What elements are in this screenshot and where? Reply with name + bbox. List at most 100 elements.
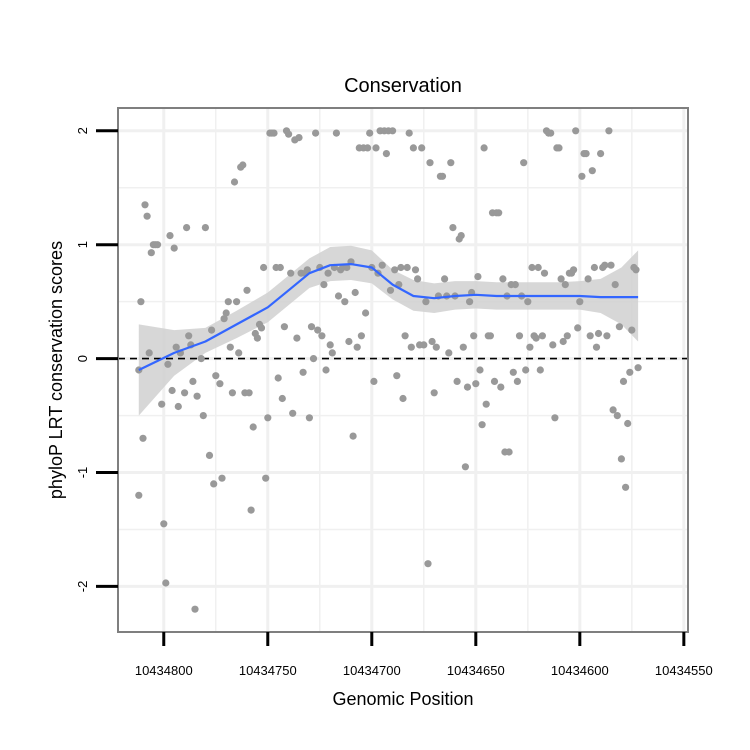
data-point [137,298,145,306]
data-point [191,605,199,613]
data-point [170,244,178,252]
data-point [634,364,642,372]
data-point [466,298,474,306]
data-point [399,394,407,403]
data-point [228,389,236,397]
data-point [572,127,580,135]
data-point [509,368,517,376]
data-point [318,332,326,340]
data-point [295,134,303,142]
y-tick-label: 1 [75,241,90,248]
data-point [540,269,549,277]
data-point [135,491,143,499]
smooth-line-group [138,263,639,371]
data-point [605,127,613,135]
data-point [357,332,365,340]
data-point [597,150,605,158]
data-point [278,394,286,403]
data-point [626,368,634,376]
data-point [274,374,282,382]
data-point [524,298,532,306]
data-point [293,334,301,342]
data-point [158,400,166,408]
data-point [407,343,415,351]
chart-title: Conservation [344,75,462,97]
data-point [299,368,307,376]
x-tick-label: 10434550 [655,663,713,678]
data-point [586,332,594,340]
data-point [193,392,201,400]
data-point [472,380,480,388]
data-points [135,127,642,613]
data-point [303,266,311,274]
data-point [247,506,255,514]
data-point [490,377,499,385]
data-point [611,281,619,289]
data-point [547,129,555,137]
data-point [320,281,328,289]
data-point [401,332,409,340]
data-point [372,144,380,152]
data-point [218,474,226,482]
x-axis-title: Genomic Position [332,689,473,709]
data-point [280,323,288,331]
data-point [590,263,599,272]
data-point [326,341,334,349]
data-point [461,463,469,471]
data-point [582,150,590,158]
data-point [557,275,565,283]
data-point [264,414,272,422]
x-tick-label: 10434600 [551,663,609,678]
data-point [617,455,626,463]
data-point [447,159,455,167]
data-point [145,349,153,357]
data-point [609,406,617,414]
data-point [428,337,436,346]
y-tick-label: 0 [75,355,90,362]
data-point [389,127,397,135]
data-point [230,178,239,186]
data-point [210,480,218,488]
data-point [199,412,207,420]
data-point [343,263,351,272]
data-point [505,448,513,456]
data-point [480,144,488,152]
data-point [222,309,230,317]
data-point [212,372,220,380]
data-point [559,337,567,346]
data-point [362,309,370,317]
data-point [174,402,182,411]
data-point [208,326,216,334]
data-point [624,419,632,428]
data-point [328,349,336,357]
data-point [162,579,170,587]
data-point [619,377,628,385]
data-point [418,144,426,152]
data-point [185,332,193,340]
data-point [497,383,505,391]
data-point [153,241,162,249]
data-point [139,434,147,442]
data-point [172,343,180,351]
data-point [584,275,592,283]
data-point [486,332,494,340]
data-point [414,275,422,283]
data-point [224,298,232,306]
data-point [411,266,420,274]
x-tick-label: 10434800 [135,663,193,678]
data-point [528,263,536,272]
data-point [366,129,374,137]
y-tick-label: 2 [75,127,90,134]
data-point [532,334,540,342]
data-point [470,332,478,340]
data-point [522,366,530,374]
smooth-line [138,263,639,371]
data-point [632,266,640,274]
data-point [495,209,503,217]
data-point [314,326,322,334]
data-point [457,232,465,240]
data-point [453,377,461,385]
data-point [353,343,361,351]
